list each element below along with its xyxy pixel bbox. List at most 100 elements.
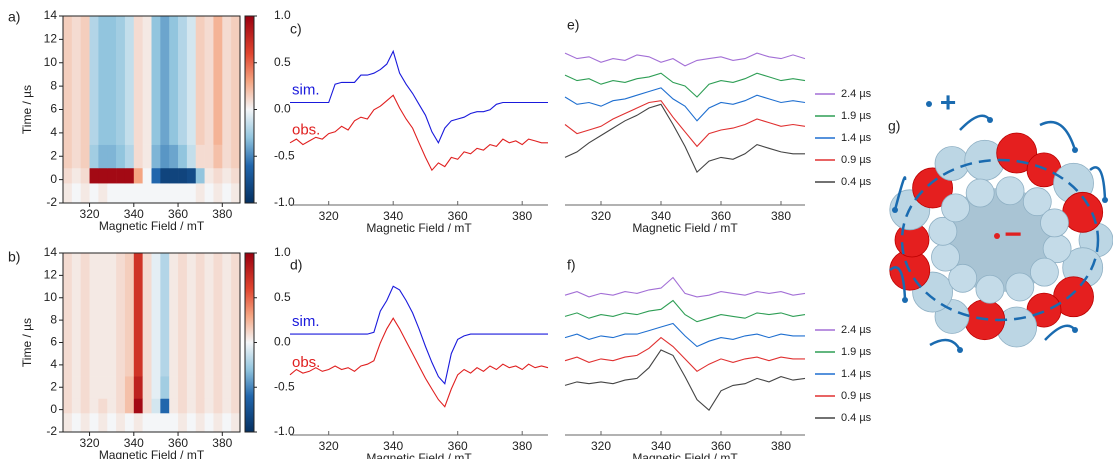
heat-cell — [63, 376, 72, 399]
heat-cell — [178, 183, 187, 203]
legend-label: 2.4 µs — [841, 88, 872, 100]
heat-cell — [231, 145, 240, 169]
heat-cell — [160, 16, 169, 145]
molecule-panel — [890, 116, 1113, 353]
heat-cell — [63, 398, 72, 413]
series-line — [565, 324, 805, 347]
heat-cell — [213, 16, 222, 145]
heat-cell — [107, 168, 116, 183]
rotation-arrow — [930, 340, 960, 350]
heat-cell — [196, 413, 205, 432]
heat-cell — [72, 253, 81, 376]
heat-cell — [81, 253, 90, 376]
heat-cell — [160, 168, 169, 183]
arrow-head — [1072, 147, 1078, 153]
heat-cell — [205, 376, 214, 399]
y-tick-label: 10 — [44, 55, 58, 69]
heat-cell — [63, 16, 72, 145]
heat-cell — [107, 16, 116, 145]
arrow-head — [1102, 197, 1108, 203]
heat-cell — [90, 16, 99, 145]
heat-cell — [125, 145, 134, 169]
heat-cell — [160, 376, 169, 399]
heat-cell — [90, 413, 99, 432]
heat-cell — [160, 183, 169, 203]
arrow-head — [957, 347, 963, 353]
heat-cell — [196, 253, 205, 376]
x-tick-label: 320 — [319, 209, 339, 223]
series-line — [565, 278, 805, 297]
heat-cell — [143, 16, 152, 145]
heat-cell — [107, 398, 116, 413]
y-tick-label: 14 — [44, 245, 58, 259]
heat-cell — [213, 145, 222, 169]
heat-cell — [81, 183, 90, 203]
x-axis-label: Magnetic Field / mT — [99, 448, 205, 459]
heat-cell — [152, 168, 161, 183]
heat-cell — [125, 413, 134, 432]
heat-cell — [205, 253, 214, 376]
heat-cell — [116, 376, 125, 399]
heat-cell — [178, 145, 187, 169]
heat-cell — [152, 16, 161, 145]
heat-cell — [187, 398, 196, 413]
heat-cell — [231, 253, 240, 376]
panel-label: a) — [8, 9, 20, 25]
legend-label: 1.4 µs — [841, 132, 872, 144]
heat-cell — [98, 145, 107, 169]
series-line — [565, 88, 805, 121]
series-line — [565, 101, 805, 147]
heat-cell — [196, 168, 205, 183]
heat-cell — [152, 183, 161, 203]
heat-cell — [98, 253, 107, 376]
heat-cell — [169, 168, 178, 183]
heat-cell — [187, 253, 196, 376]
heat-cell — [72, 145, 81, 169]
series-label: obs. — [292, 122, 320, 139]
rotation-arrow — [1045, 326, 1075, 340]
heat-cell — [205, 16, 214, 145]
heat-cell — [222, 413, 231, 432]
heat-cell — [152, 145, 161, 169]
heat-cell — [81, 145, 90, 169]
panel-label: e) — [567, 17, 579, 33]
heat-cell — [134, 183, 143, 203]
sphere — [976, 275, 1004, 303]
y-tick-label: 8 — [50, 78, 57, 92]
plus-sign: + — [940, 86, 956, 117]
heat-cell — [187, 183, 196, 203]
heat-cell — [222, 168, 231, 183]
sphere — [1041, 209, 1069, 237]
arrow-head — [1072, 327, 1078, 333]
series-line — [290, 318, 548, 407]
heat-cell — [152, 376, 161, 399]
heat-cell — [81, 168, 90, 183]
heat-cell — [160, 253, 169, 376]
x-axis-label: Magnetic Field / mT — [366, 451, 472, 459]
heat-cell — [213, 376, 222, 399]
heat-cell — [143, 253, 152, 376]
heat-cell — [134, 16, 143, 145]
heat-cell — [178, 168, 187, 183]
x-tick-label: 380 — [212, 436, 232, 450]
y-tick-label: 4 — [50, 125, 57, 139]
legend-label: 1.4 µs — [841, 368, 872, 380]
legend-label: 0.4 µs — [841, 176, 872, 188]
x-tick-label: 320 — [591, 209, 611, 223]
heat-cell — [116, 413, 125, 432]
series-line — [565, 301, 805, 322]
y-tick-label: 0 — [50, 172, 57, 186]
panel-label: g) — [888, 118, 900, 134]
heat-cell — [178, 413, 187, 432]
heat-cell — [222, 398, 231, 413]
heat-cell — [98, 16, 107, 145]
colorbar-tick-label: 1.0 — [274, 245, 291, 259]
sphere — [996, 177, 1024, 205]
sphere — [1030, 258, 1058, 286]
heat-cell — [72, 398, 81, 413]
heat-cell — [187, 168, 196, 183]
heat-cell — [98, 183, 107, 203]
heat-cell — [187, 376, 196, 399]
heat-cell — [178, 376, 187, 399]
heat-cell — [196, 145, 205, 169]
